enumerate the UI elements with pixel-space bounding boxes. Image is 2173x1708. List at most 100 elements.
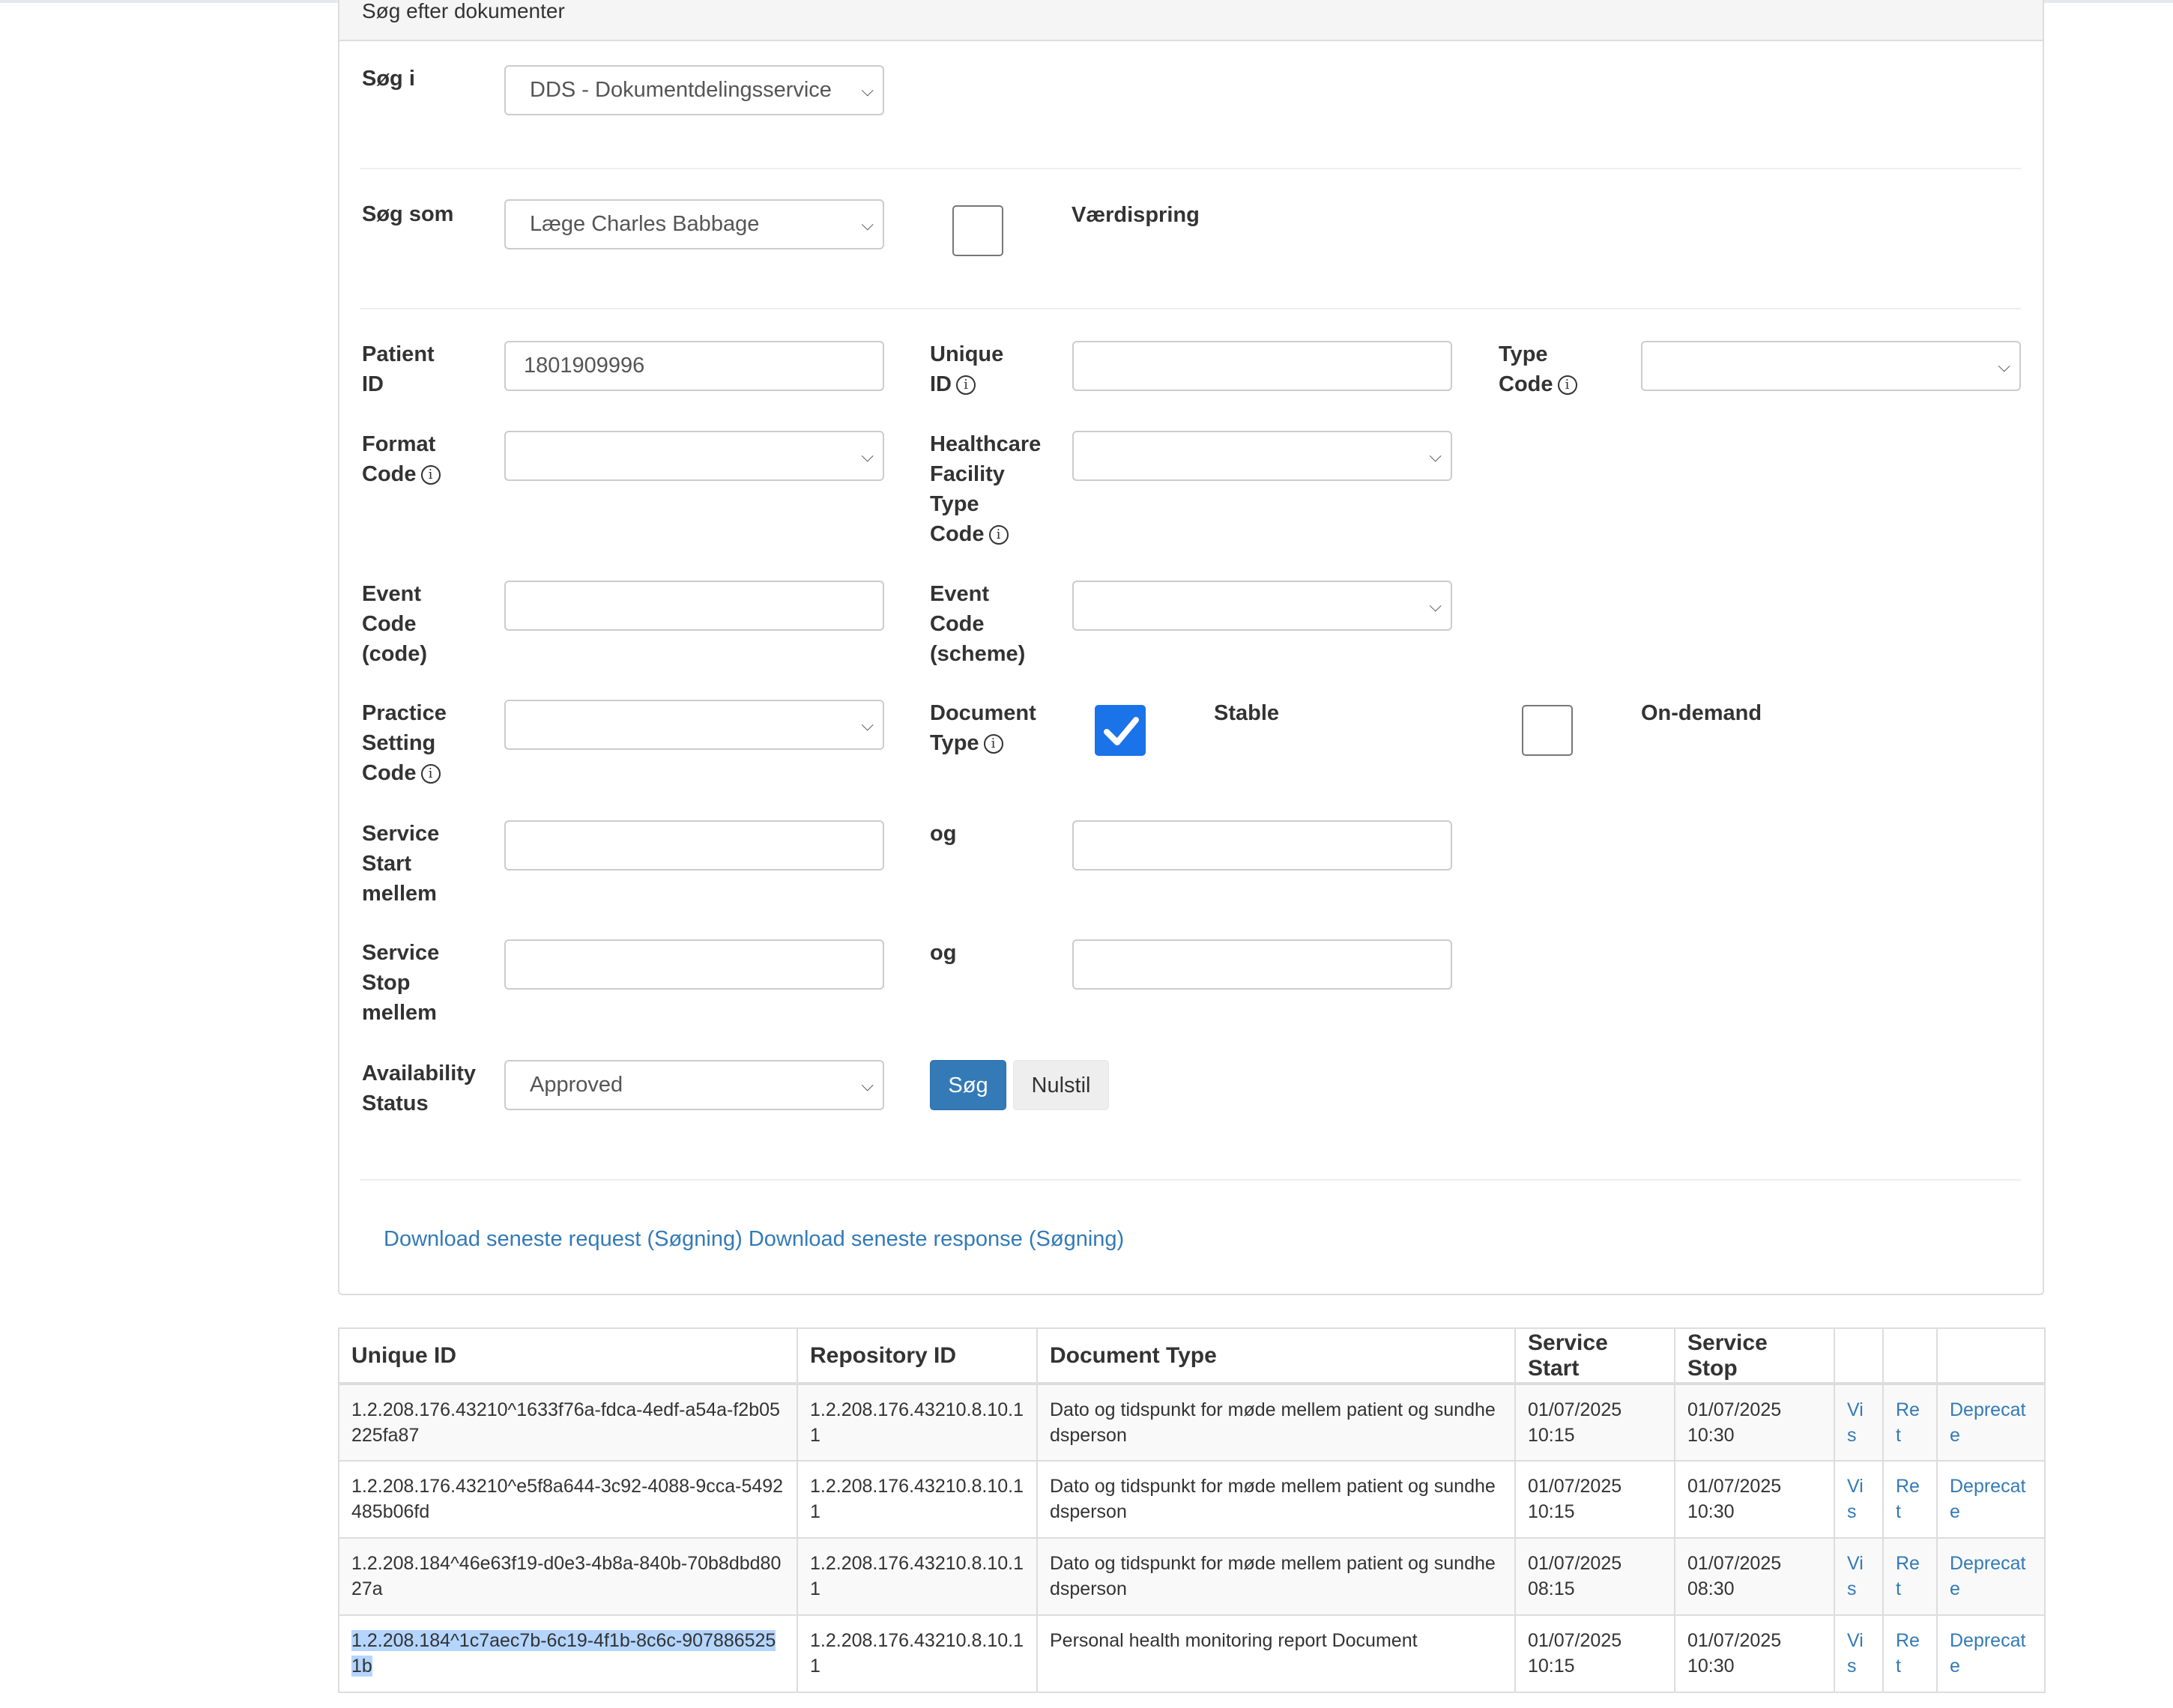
unique-id-label: Unique ID i [930, 342, 1004, 396]
service-start-cell: 01/07/2025 08:15 [1514, 1537, 1675, 1616]
availability-status-select[interactable]: Approved ⌵ [504, 1060, 884, 1110]
download-request-link[interactable]: Download seneste request (Søgning) [384, 1227, 743, 1251]
info-icon[interactable]: i [1557, 375, 1577, 396]
panel-title: Søg efter dokumenter [362, 0, 565, 22]
vis-link[interactable]: Vis [1847, 1553, 1864, 1599]
chevron-down-icon: ⌵ [1429, 596, 1442, 615]
vaerdispring-checkbox[interactable] [952, 205, 1003, 256]
search-button[interactable]: Søg [930, 1060, 1006, 1110]
service-stop-cell: 01/07/2025 10:30 [1674, 1383, 1835, 1462]
chevron-down-icon: ⌵ [1998, 357, 2010, 375]
event-code-label: Event Code (code) [362, 582, 427, 666]
column-header [1834, 1327, 1884, 1385]
ret-link[interactable]: Ret [1896, 1476, 1920, 1522]
og-label: og [930, 822, 957, 846]
info-icon[interactable]: i [983, 734, 1003, 754]
document-type-cell: Dato og tidspunkt for møde mellem patien… [1036, 1460, 1516, 1539]
repository-id-cell: 1.2.208.176.43210.8.10.11 [797, 1460, 1038, 1539]
table-row: 1.2.208.176.43210^1633f76a-fdca-4edf-a54… [338, 1383, 2046, 1462]
sog-i-label: Søg i [362, 67, 415, 91]
patient-id-input[interactable]: 1801909996 [504, 341, 884, 391]
event-scheme-select[interactable]: ⌵ [1072, 581, 1452, 631]
vis-link[interactable]: Vis [1847, 1476, 1864, 1522]
deprecate-link[interactable]: Deprecate [1950, 1399, 2026, 1446]
service-start-from-input[interactable] [504, 820, 884, 870]
divider [360, 1179, 2021, 1181]
service-start-cell: 01/07/2025 10:15 [1514, 1383, 1675, 1462]
checkmark-icon [1104, 717, 1139, 745]
sog-i-value: DDS - Dokumentdelingsservice [530, 78, 832, 102]
chevron-down-icon: ⌵ [861, 715, 874, 734]
reset-button[interactable]: Nulstil [1013, 1060, 1109, 1110]
info-icon[interactable]: i [420, 764, 441, 784]
vis-link[interactable]: Vis [1847, 1630, 1864, 1677]
service-stop-to-input[interactable] [1072, 939, 1452, 990]
sog-i-select[interactable]: DDS - Dokumentdelingsservice ⌵ [504, 65, 884, 115]
patient-id-label: Patient ID [362, 342, 435, 396]
format-code-select[interactable]: ⌵ [504, 431, 884, 481]
document-type-cell: Personal health monitoring report Docume… [1036, 1614, 1516, 1693]
table-header-row: Unique ID Repository ID Document Type Se… [338, 1327, 2046, 1385]
ret-link[interactable]: Ret [1896, 1553, 1920, 1599]
healthcare-facility-select[interactable]: ⌵ [1072, 431, 1452, 481]
info-icon[interactable]: i [956, 375, 976, 396]
chevron-down-icon: ⌵ [861, 215, 874, 234]
column-header [1936, 1327, 2046, 1385]
column-header [1882, 1327, 1938, 1385]
document-type-cell: Dato og tidspunkt for møde mellem patien… [1036, 1383, 1516, 1462]
availability-status-label: Availability Status [362, 1062, 477, 1115]
repository-id-cell: 1.2.208.176.43210.8.10.11 [797, 1614, 1038, 1693]
panel-heading: Søg efter dokumenter [339, 0, 2043, 41]
service-start-cell: 01/07/2025 10:15 [1514, 1614, 1675, 1693]
document-type-label: Document Type i [930, 701, 1036, 755]
column-header: Service Stop [1674, 1327, 1835, 1385]
stable-label: Stable [1214, 701, 1280, 725]
event-scheme-label: Event Code (scheme) [930, 582, 1026, 666]
ret-link[interactable]: Ret [1896, 1399, 1920, 1446]
sog-som-label: Søg som [362, 202, 454, 226]
table-row: 1.2.208.184^1c7aec7b-6c19-4f1b-8c6c-9078… [338, 1614, 2046, 1693]
service-start-to-input[interactable] [1072, 820, 1452, 870]
unique-id-input[interactable] [1072, 341, 1452, 391]
service-start-cell: 01/07/2025 10:15 [1514, 1460, 1675, 1539]
vaerdispring-label: Værdispring [1072, 203, 1200, 227]
search-panel: Søg efter dokumenter [338, 0, 2044, 1295]
repository-id-cell: 1.2.208.176.43210.8.10.11 [797, 1537, 1038, 1616]
deprecate-link[interactable]: Deprecate [1950, 1476, 2026, 1522]
stable-checkbox[interactable] [1095, 705, 1146, 756]
table-row: 1.2.208.184^46e63f19-d0e3-4b8a-840b-70b8… [338, 1537, 2046, 1616]
chevron-down-icon: ⌵ [1429, 446, 1442, 465]
practice-setting-label: Practice Setting Code i [362, 701, 447, 785]
availability-value: Approved [530, 1073, 623, 1097]
service-stop-cell: 01/07/2025 10:30 [1674, 1614, 1835, 1693]
unique-id-cell: 1.2.208.184^1c7aec7b-6c19-4f1b-8c6c-9078… [338, 1614, 798, 1693]
repository-id-cell: 1.2.208.176.43210.8.10.11 [797, 1383, 1038, 1462]
download-response-link[interactable]: Download seneste response (Søgning) [748, 1227, 1125, 1251]
unique-id-cell: 1.2.208.184^46e63f19-d0e3-4b8a-840b-70b8… [338, 1537, 798, 1616]
on-demand-checkbox[interactable] [1522, 705, 1573, 756]
service-stop-from-input[interactable] [504, 939, 884, 990]
deprecate-link[interactable]: Deprecate [1950, 1553, 2026, 1599]
og-label: og [930, 941, 957, 965]
document-type-cell: Dato og tidspunkt for møde mellem patien… [1036, 1537, 1516, 1616]
vis-link[interactable]: Vis [1847, 1399, 1864, 1446]
results-table: Unique ID Repository ID Document Type Se… [338, 1327, 2046, 1693]
healthcare-facility-label: Healthcare Facility Type Code i [930, 432, 1042, 546]
ret-link[interactable]: Ret [1896, 1630, 1920, 1677]
divider [360, 308, 2021, 309]
event-code-input[interactable] [504, 581, 884, 631]
practice-setting-select[interactable]: ⌵ [504, 700, 884, 750]
info-icon[interactable]: i [420, 465, 441, 485]
table-row: 1.2.208.176.43210^e5f8a644-3c92-4088-9cc… [338, 1460, 2046, 1539]
unique-id-cell: 1.2.208.176.43210^1633f76a-fdca-4edf-a54… [338, 1383, 798, 1462]
deprecate-link[interactable]: Deprecate [1950, 1630, 2026, 1677]
chevron-down-icon: ⌵ [861, 81, 874, 100]
format-code-label: Format Code i [362, 429, 441, 489]
service-stop-cell: 01/07/2025 10:30 [1674, 1460, 1835, 1539]
service-stop-label: Service Stop mellem [362, 941, 440, 1025]
sog-som-select[interactable]: Læge Charles Babbage ⌵ [504, 199, 884, 249]
info-icon[interactable]: i [988, 525, 1009, 545]
type-code-label: Type Code i [1499, 339, 1577, 399]
sog-som-value: Læge Charles Babbage [530, 212, 760, 236]
type-code-select[interactable]: ⌵ [1641, 341, 2021, 391]
